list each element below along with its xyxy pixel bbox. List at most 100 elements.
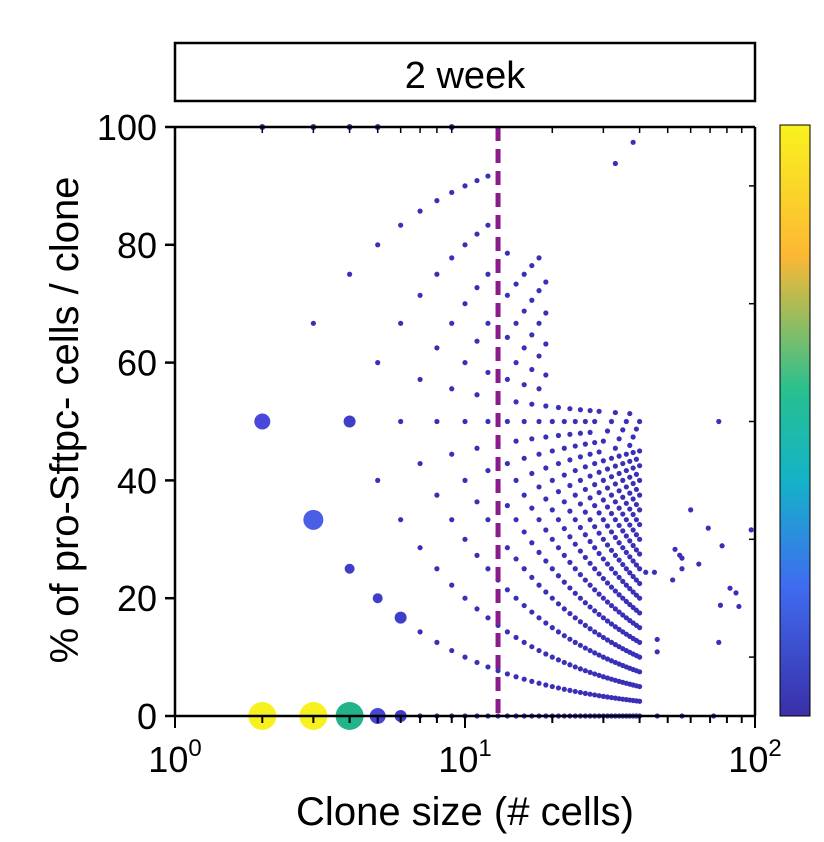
data-point bbox=[627, 442, 633, 448]
data-point bbox=[608, 694, 615, 701]
data-point bbox=[529, 574, 535, 581]
data-point bbox=[561, 686, 567, 692]
data-point bbox=[637, 477, 643, 483]
data-point bbox=[577, 642, 584, 648]
data-point bbox=[623, 500, 629, 506]
data-point bbox=[587, 407, 593, 414]
data-point bbox=[612, 588, 618, 594]
data-point bbox=[596, 693, 602, 699]
data-point bbox=[587, 517, 593, 523]
data-point bbox=[620, 427, 626, 433]
data-point bbox=[623, 484, 629, 490]
data-point bbox=[623, 549, 629, 555]
data-point bbox=[462, 595, 468, 601]
data-point bbox=[592, 566, 598, 572]
data-point bbox=[561, 659, 567, 666]
data-point bbox=[587, 495, 593, 501]
data-point bbox=[572, 467, 578, 474]
data-point bbox=[679, 555, 685, 561]
data-point bbox=[637, 507, 643, 513]
data-point bbox=[604, 599, 611, 605]
data-point bbox=[596, 489, 602, 496]
data-point bbox=[474, 392, 480, 398]
data-point bbox=[567, 534, 573, 540]
data-point bbox=[577, 430, 584, 436]
data-point bbox=[616, 453, 622, 459]
data-point bbox=[536, 517, 542, 523]
data-point bbox=[555, 629, 562, 635]
data-point bbox=[627, 601, 633, 608]
data-point bbox=[587, 669, 593, 675]
data-point bbox=[529, 262, 535, 269]
data-point bbox=[637, 639, 643, 645]
data-point bbox=[529, 505, 535, 511]
data-point bbox=[616, 626, 622, 632]
data-point bbox=[462, 536, 468, 542]
data-point bbox=[608, 418, 615, 425]
data-point bbox=[623, 582, 629, 588]
data-point bbox=[670, 577, 676, 583]
data-point bbox=[582, 577, 588, 583]
data-point bbox=[637, 580, 643, 587]
data-point bbox=[630, 434, 636, 440]
data-point bbox=[627, 522, 633, 528]
data-point bbox=[600, 438, 606, 444]
data-point bbox=[504, 250, 510, 256]
data-point bbox=[513, 281, 519, 287]
data-point bbox=[567, 610, 573, 617]
data-point bbox=[572, 517, 578, 523]
data-point bbox=[521, 602, 527, 609]
data-point bbox=[620, 595, 626, 601]
data-point bbox=[637, 683, 643, 690]
data-point bbox=[616, 470, 622, 477]
data-point bbox=[587, 691, 593, 697]
data-point bbox=[577, 501, 584, 507]
data-point bbox=[504, 460, 510, 467]
data-point bbox=[633, 426, 640, 432]
highlight-point bbox=[343, 415, 356, 428]
data-point bbox=[577, 454, 584, 460]
data-point bbox=[612, 624, 618, 630]
data-point bbox=[582, 622, 588, 628]
data-point bbox=[633, 532, 640, 538]
data-point bbox=[688, 507, 694, 513]
data-point bbox=[555, 657, 562, 663]
data-point bbox=[504, 503, 510, 509]
data-point bbox=[608, 584, 615, 590]
data-point bbox=[604, 504, 611, 510]
data-point bbox=[600, 575, 606, 582]
data-point bbox=[627, 458, 633, 464]
data-point bbox=[637, 492, 643, 498]
data-point bbox=[582, 532, 588, 538]
data-point bbox=[572, 688, 578, 695]
data-point bbox=[474, 445, 480, 451]
data-point bbox=[567, 559, 573, 565]
data-point bbox=[733, 590, 739, 596]
data-point bbox=[561, 418, 567, 425]
data-point bbox=[627, 474, 633, 480]
data-point bbox=[555, 460, 562, 467]
data-point bbox=[375, 477, 381, 483]
data-point bbox=[719, 543, 725, 549]
data-point bbox=[521, 345, 527, 351]
data-point bbox=[572, 418, 578, 425]
data-point bbox=[474, 338, 480, 344]
data-point bbox=[616, 522, 622, 529]
data-point bbox=[504, 587, 510, 593]
data-point bbox=[612, 570, 618, 576]
data-point bbox=[716, 639, 722, 645]
data-point bbox=[474, 552, 480, 558]
data-point bbox=[549, 507, 555, 513]
data-point bbox=[604, 523, 611, 529]
data-point bbox=[398, 517, 404, 523]
data-point bbox=[561, 445, 567, 451]
data-point bbox=[620, 494, 626, 500]
data-point bbox=[543, 372, 549, 378]
data-point bbox=[567, 431, 573, 437]
data-point bbox=[604, 466, 611, 472]
data-point bbox=[561, 633, 567, 639]
data-point bbox=[529, 436, 535, 442]
data-point bbox=[543, 651, 549, 657]
data-point bbox=[543, 403, 549, 409]
data-point bbox=[616, 574, 622, 581]
